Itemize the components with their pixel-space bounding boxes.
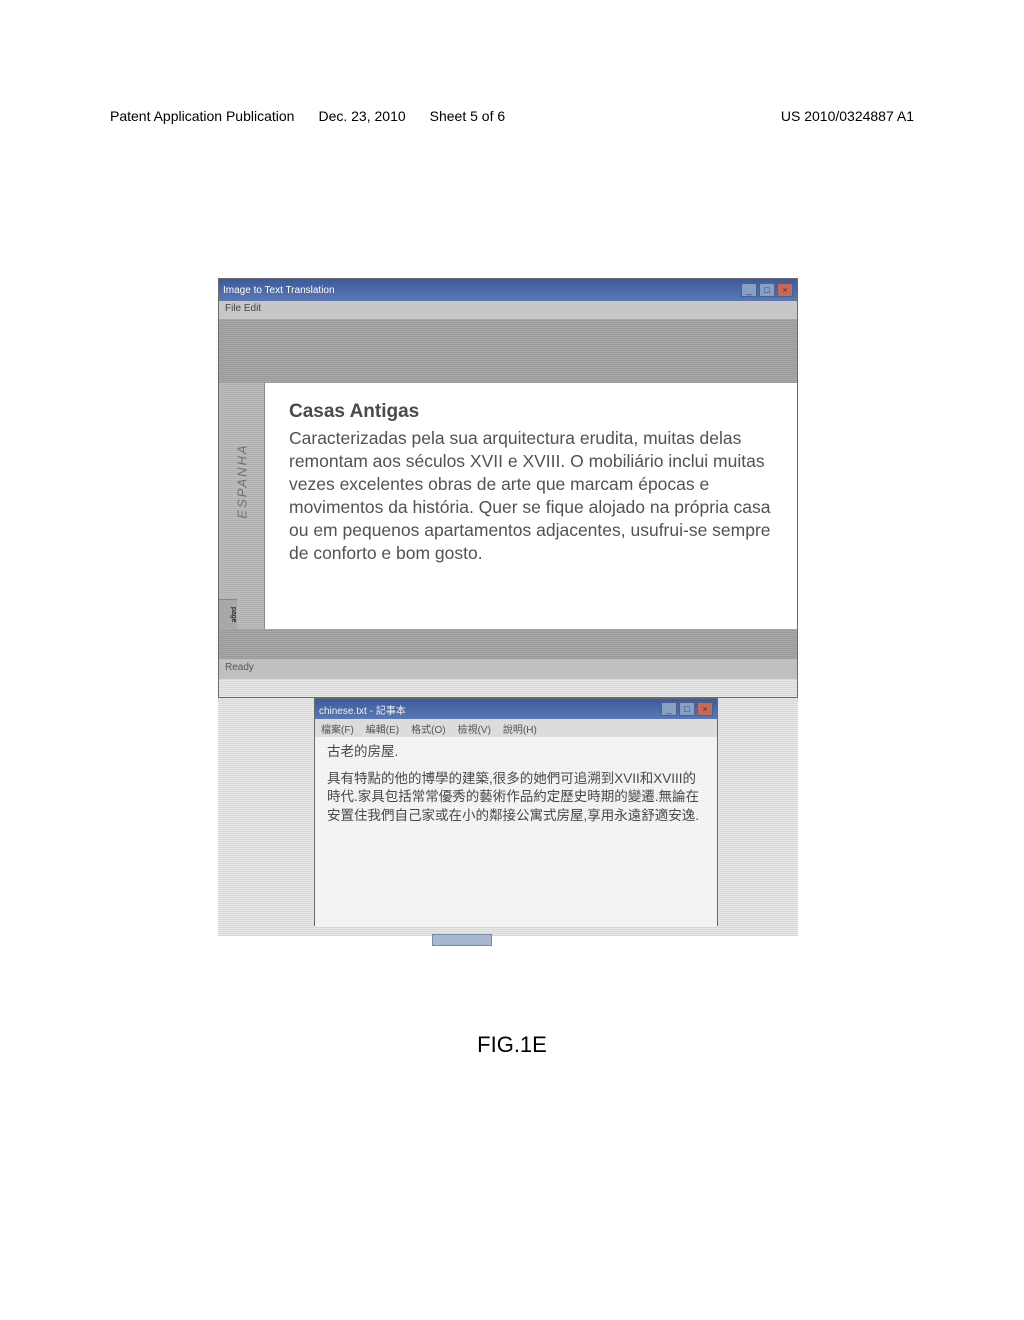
menu-format[interactable]: 格式(O) xyxy=(411,721,445,735)
pub-label: Patent Application Publication xyxy=(110,108,294,124)
translated-body: 具有特點的他的博學的建築,很多的她們可追溯到XVII和XVIII的時代.家具包括… xyxy=(327,770,705,826)
main-titlebar[interactable]: Image to Text Translation _ □ × xyxy=(219,279,797,301)
side-tab-label: ESPANHA xyxy=(234,444,249,519)
pub-number: US 2010/0324887 A1 xyxy=(781,108,914,124)
sub-titlebar[interactable]: chinese.txt - 記事本 _ □ × xyxy=(315,699,717,719)
close-button[interactable]: × xyxy=(777,283,793,297)
sub-title: chinese.txt - 記事本 xyxy=(319,702,406,717)
main-menubar[interactable]: File Edit xyxy=(219,301,797,319)
main-title: Image to Text Translation xyxy=(223,285,335,296)
pub-date: Dec. 23, 2010 xyxy=(318,108,405,124)
side-tab[interactable]: ESPANHA page xyxy=(219,383,265,629)
maximize-button[interactable]: □ xyxy=(759,283,775,297)
sub-close-button[interactable]: × xyxy=(697,702,713,716)
lower-band xyxy=(219,629,797,659)
menu-help[interactable]: 說明(H) xyxy=(503,721,537,735)
menu-edit[interactable]: 編輯(E) xyxy=(366,721,399,735)
sub-minimize-button[interactable]: _ xyxy=(661,702,677,716)
figure-caption: FIG.1E xyxy=(0,1032,1024,1058)
translator-window: Image to Text Translation _ □ × File Edi… xyxy=(218,278,798,698)
source-text-pane: Casas Antigas Caracterizadas pela sua ar… xyxy=(265,383,797,629)
notepad-window: chinese.txt - 記事本 _ □ × 檔案(F) 編輯(E) 格式(O… xyxy=(314,698,718,926)
side-tab-small[interactable]: page xyxy=(219,599,237,629)
sheet-label: Sheet 5 of 6 xyxy=(430,108,506,124)
sub-menubar[interactable]: 檔案(F) 編輯(E) 格式(O) 檢視(V) 說明(H) xyxy=(315,719,717,737)
status-bar: Ready xyxy=(219,659,797,679)
translated-text-pane[interactable]: 古老的房屋. 具有特點的他的博學的建築,很多的她們可追溯到XVII和XVIII的… xyxy=(315,737,717,927)
minimize-button[interactable]: _ xyxy=(741,283,757,297)
menu-view[interactable]: 檢視(V) xyxy=(458,721,491,735)
scroll-thumb[interactable] xyxy=(432,934,492,946)
toolbar-band xyxy=(219,319,797,383)
sub-maximize-button[interactable]: □ xyxy=(679,702,695,716)
translated-line1: 古老的房屋. xyxy=(327,743,705,762)
menu-file[interactable]: 檔案(F) xyxy=(321,721,354,735)
source-heading: Casas Antigas xyxy=(289,401,773,423)
source-paragraph: Caracterizadas pela sua arquitectura eru… xyxy=(289,427,773,566)
figure-region: Image to Text Translation _ □ × File Edi… xyxy=(218,278,798,936)
